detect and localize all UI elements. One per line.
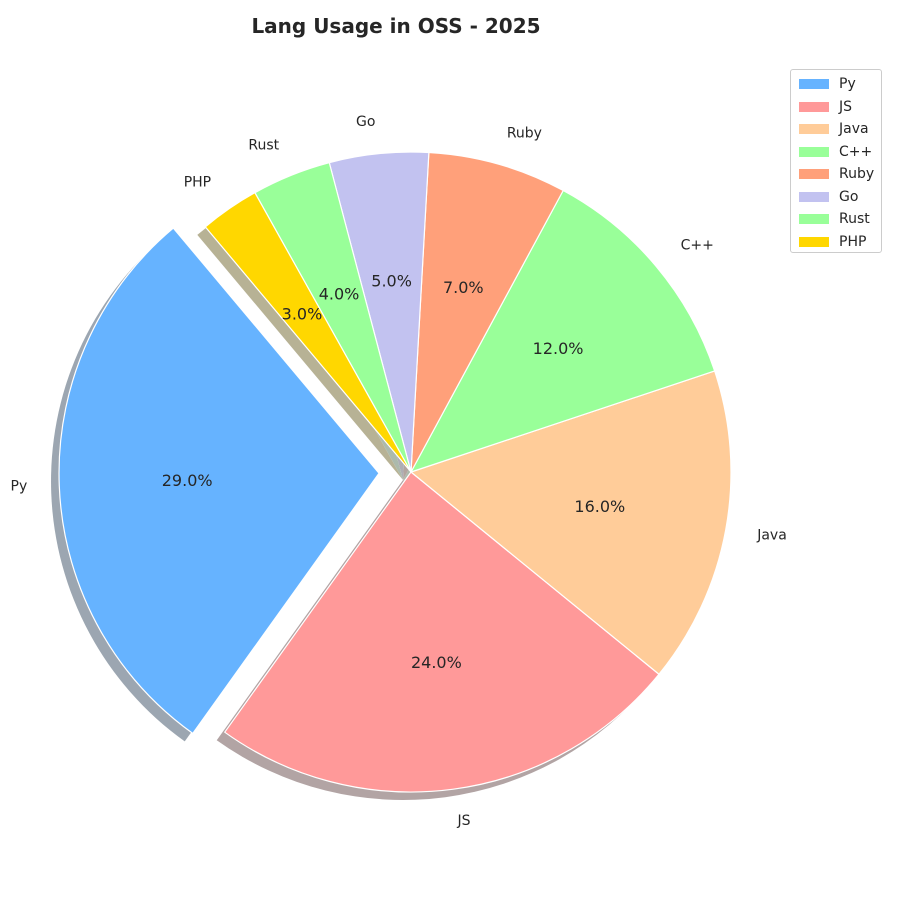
slice-percent-rust: 4.0% xyxy=(319,284,360,303)
legend-item-go: Go xyxy=(799,187,858,207)
legend-label: Ruby xyxy=(839,166,875,182)
legend-item-ruby: Ruby xyxy=(799,164,874,184)
slice-label-java: Java xyxy=(756,528,787,544)
legend-swatch xyxy=(799,146,829,157)
legend-swatch xyxy=(799,101,829,112)
slice-php xyxy=(204,192,412,473)
legend-label: Java xyxy=(839,121,869,137)
slice-js xyxy=(224,471,660,793)
slice-cpp xyxy=(410,189,716,473)
slice-label-go: Go xyxy=(356,114,375,130)
legend-swatch xyxy=(799,214,829,224)
legend-swatch xyxy=(799,236,829,247)
slice-label-cpp: C++ xyxy=(681,238,714,254)
slice-label-php: PHP xyxy=(184,174,211,190)
slice-percent-ruby: 7.0% xyxy=(443,278,484,297)
slice-percent-cpp: 12.0% xyxy=(533,339,584,358)
legend-label: Py xyxy=(839,76,856,92)
chart-title: Lang Usage in OSS - 2025 xyxy=(251,14,541,38)
slice-percent-php: 3.0% xyxy=(282,304,323,323)
slice-py xyxy=(58,227,380,735)
legend-item-rust: Rust xyxy=(799,209,870,229)
slice-percent-java: 16.0% xyxy=(574,497,625,516)
legend-label: PHP xyxy=(839,233,867,250)
slice-label-py: Py xyxy=(11,479,28,495)
legend-item-cpp: C++ xyxy=(799,142,872,162)
legend-label: Go xyxy=(839,188,859,205)
legend-label: Rust xyxy=(839,211,870,227)
legend-item-java: Java xyxy=(799,119,869,139)
legend-label: JS xyxy=(839,98,853,115)
slice-percent-go: 5.0% xyxy=(371,271,412,290)
pie-slices xyxy=(58,151,732,793)
legend: Py JS Java C++ Ruby Go Rust PHP xyxy=(790,69,882,253)
legend-swatch xyxy=(799,191,829,202)
legend-item-php: PHP xyxy=(799,232,866,252)
legend-swatch xyxy=(799,124,829,134)
slice-label-js: JS xyxy=(457,813,471,829)
legend-swatch xyxy=(799,169,829,179)
legend-swatch xyxy=(799,79,829,89)
slice-java xyxy=(410,370,732,675)
pie-labels: Py 29.0% JS 24.0% Java 16.0% C++ 12.0% Ruby 7.0% G… xyxy=(11,114,787,829)
legend-label: C++ xyxy=(839,143,873,160)
slice-ruby xyxy=(410,151,564,473)
slice-label-rust: Rust xyxy=(248,138,279,154)
slice-label-ruby: Ruby xyxy=(507,125,542,141)
slice-percent-js: 24.0% xyxy=(411,653,462,672)
slice-percent-py: 29.0% xyxy=(162,471,213,490)
legend-item-js: JS xyxy=(799,97,852,117)
legend-item-py: Py xyxy=(799,74,856,94)
